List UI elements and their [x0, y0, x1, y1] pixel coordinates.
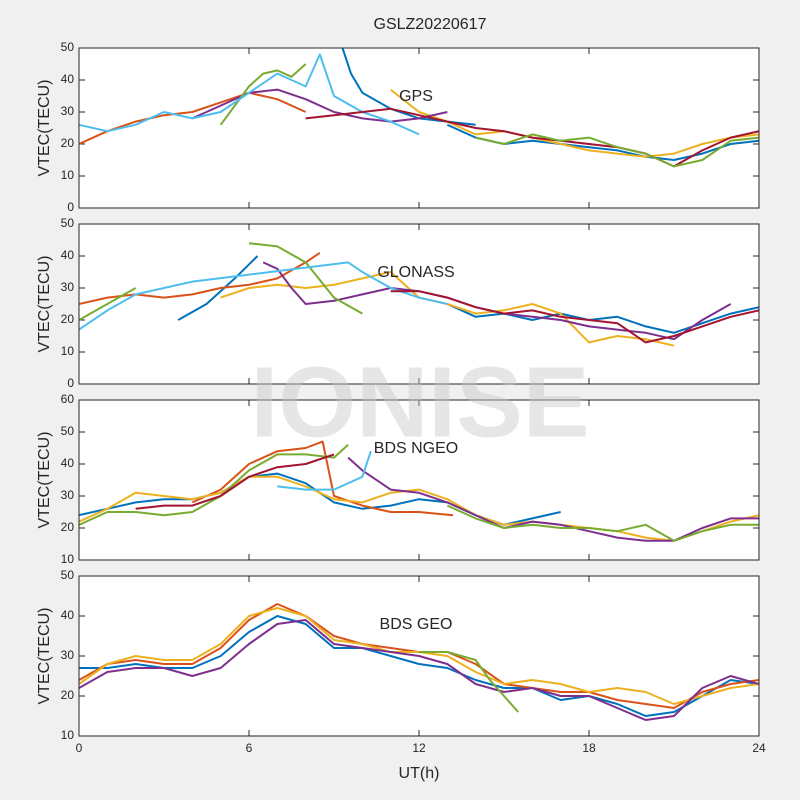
y-tick-label: 30 — [61, 648, 75, 662]
x-tick-label: 6 — [246, 741, 253, 755]
data-line — [277, 450, 372, 491]
axes-box — [78, 399, 760, 561]
figure-title: GSLZ20220617 — [374, 16, 487, 33]
data-line — [79, 287, 137, 321]
data-line — [191, 440, 454, 517]
data-line — [446, 303, 759, 334]
x-tick-label: 24 — [752, 741, 766, 755]
y-tick-label: 20 — [61, 312, 75, 326]
data-line — [475, 133, 759, 168]
data-line — [79, 53, 420, 136]
x-tick-label: 12 — [412, 741, 426, 755]
y-tick-label: 10 — [61, 168, 75, 182]
data-line — [390, 290, 759, 344]
data-line — [177, 255, 259, 321]
y-tick-label: 10 — [61, 344, 75, 358]
y-axis-label: VTEC(TECU) — [36, 432, 53, 529]
y-axis-label: VTEC(TECU) — [36, 80, 53, 177]
panel-annotation: GLONASS — [377, 264, 454, 281]
y-tick-label: 40 — [61, 248, 75, 262]
data-line — [446, 504, 759, 542]
y-axis-label: VTEC(TECU) — [36, 256, 53, 353]
y-tick-label: 50 — [61, 424, 75, 438]
panel-annotation: GPS — [399, 88, 433, 105]
data-line — [79, 615, 759, 717]
plot-area — [79, 48, 759, 208]
axes-group: 01020304050GPSVTEC(TECU)01020304050GLONA… — [36, 40, 766, 782]
panel-annotation: BDS NGEO — [374, 440, 458, 457]
y-tick-label: 40 — [61, 72, 75, 86]
y-tick-label: 50 — [61, 40, 75, 54]
y-tick-label: 0 — [67, 376, 74, 390]
y-axis-label: VTEC(TECU) — [36, 608, 53, 705]
x-tick-label: 0 — [76, 741, 83, 755]
axes-box — [78, 223, 760, 385]
y-tick-label: 0 — [67, 200, 74, 214]
x-axis-label: UT(h) — [399, 765, 440, 782]
data-line — [79, 619, 759, 721]
data-line — [248, 242, 363, 315]
data-line — [390, 88, 759, 158]
watermark: IONISE — [251, 346, 590, 458]
axes-box — [78, 575, 760, 737]
data-line — [347, 456, 759, 542]
y-tick-label: 30 — [61, 488, 75, 502]
y-tick-label: 40 — [61, 456, 75, 470]
y-tick-label: 10 — [61, 728, 75, 742]
y-tick-label: 10 — [61, 552, 75, 566]
data-line — [419, 651, 519, 713]
plot-area — [79, 400, 759, 560]
y-tick-label: 30 — [61, 104, 75, 118]
y-tick-label: 20 — [61, 520, 75, 534]
y-tick-label: 40 — [61, 608, 75, 622]
panel-annotation: BDS GEO — [380, 616, 453, 633]
data-line — [219, 63, 307, 126]
y-tick-label: 30 — [61, 280, 75, 294]
plot-area — [79, 224, 759, 384]
data-line — [79, 91, 307, 145]
data-line — [79, 475, 759, 542]
axes-box — [78, 47, 760, 209]
x-tick-label: 18 — [582, 741, 596, 755]
data-line — [135, 453, 335, 510]
y-tick-label: 20 — [61, 688, 75, 702]
data-line — [191, 88, 448, 123]
data-line — [79, 261, 448, 331]
y-tick-label: 60 — [61, 392, 75, 406]
y-tick-label: 50 — [61, 216, 75, 230]
y-tick-label: 20 — [61, 136, 75, 150]
data-line — [305, 107, 759, 168]
y-tick-label: 50 — [61, 568, 75, 582]
